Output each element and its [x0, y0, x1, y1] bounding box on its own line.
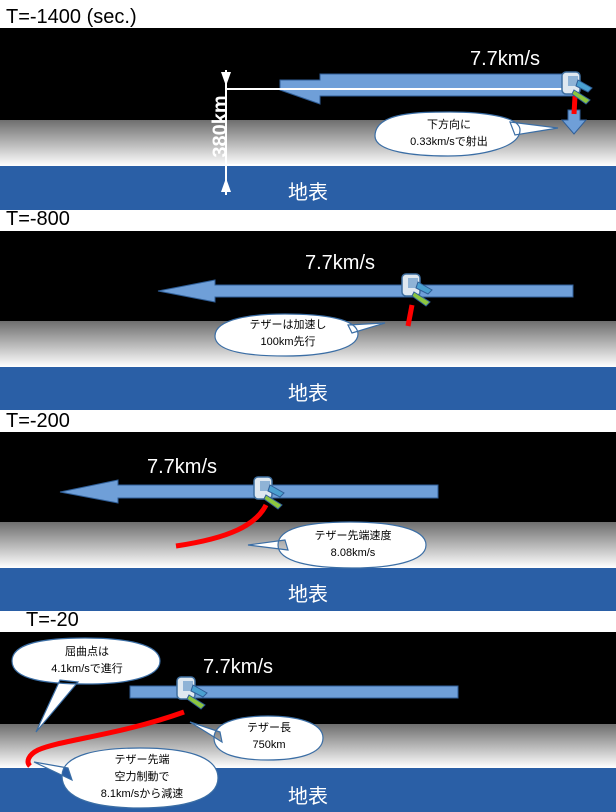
panel2-space [0, 231, 616, 321]
panel4-callout-mid-bubble [189, 715, 324, 761]
panel2-time-label: T=-800 [6, 208, 70, 230]
panel1-callout-bubble [374, 111, 559, 157]
panel2-speed-label: 7.7km/s [305, 252, 376, 274]
panel3-time-label: T=-200 [6, 410, 70, 432]
panel4-callout-bottom-line2: 空力制動で [114, 771, 170, 783]
panel2-callout-text: テザーは加速し 100km先行 [218, 317, 358, 351]
panel4-callout-top-line1: 屈曲点は [65, 646, 109, 658]
panel2-callout-bubble [214, 313, 386, 357]
panel4-satellite-icon [176, 676, 208, 710]
panel1-launch-arrow [560, 109, 588, 135]
panel3-ground-label: 地表 [288, 584, 328, 606]
panel1-dimension-arrow-bottom [221, 178, 231, 192]
panel4-callout-bottom-line3: 8.1km/sから減速 [100, 788, 184, 800]
panel1-dimension-arrow-top [221, 72, 231, 86]
panel4-callout-top-line2: 4.1km/sで進行 [51, 663, 123, 675]
panel1-ground [0, 166, 616, 210]
panel4-ground-label: 地表 [288, 786, 328, 808]
panel3-tether [175, 503, 269, 549]
panel4-callout-mid-text: テザー長 750km [218, 720, 320, 754]
panel1-time-label: T=-1400 (sec.) [6, 6, 137, 28]
panel3-velocity-arrow [59, 479, 439, 504]
panel4-time-label: T=-20 [26, 609, 79, 631]
panel2-callout-line1: テザーは加速し [249, 319, 327, 331]
panel4-callout-bottom-bubble [33, 747, 219, 809]
panel1-tether [571, 95, 578, 115]
panel3-ground [0, 568, 616, 611]
panel3-callout-text: テザー先端速度 8.08km/s [282, 528, 424, 562]
panel4-callout-top-text: 屈曲点は 4.1km/sで進行 [16, 644, 158, 678]
panel2-ground [0, 367, 616, 410]
panel2-velocity-arrow [157, 279, 574, 303]
panel4-callout-bottom-line1: テザー先端 [114, 754, 170, 766]
panel2-ground-label: 地表 [288, 383, 328, 405]
panel1-callout-line1: 下方向に [427, 119, 471, 131]
panel4-callout-mid-line1: テザー長 [247, 722, 291, 734]
panel1-callout-line2: 0.33km/sで射出 [410, 136, 488, 148]
panel3-speed-label: 7.7km/s [147, 456, 218, 478]
panel2-tether [405, 304, 415, 327]
panel1-speed-label: 7.7km/s [470, 48, 541, 70]
panel3-callout-line2: 8.08km/s [330, 547, 376, 559]
panel1-callout-text: 下方向に 0.33km/sで射出 [378, 117, 520, 151]
panel2-satellite-icon [401, 273, 433, 307]
panel4-callout-top-bubble [11, 637, 161, 733]
panel4-callout-mid-line2: 750km [252, 739, 286, 751]
panel3-callout-line1: テザー先端速度 [314, 530, 392, 542]
panel4-callout-bottom-text: テザー先端 空力制動で 8.1km/sから減速 [70, 752, 214, 803]
panel4-velocity-arrow [129, 685, 459, 699]
panel4-tether [25, 709, 185, 768]
panel3-callout-bubble [247, 521, 427, 569]
panel3-space [0, 432, 616, 522]
panel4-speed-label: 7.7km/s [203, 656, 274, 678]
panel2-callout-line2: 100km先行 [260, 336, 316, 348]
panel1-satellite-icon [561, 71, 593, 105]
panel1-ground-label: 地表 [288, 182, 328, 204]
panel3-satellite-icon [253, 476, 285, 510]
